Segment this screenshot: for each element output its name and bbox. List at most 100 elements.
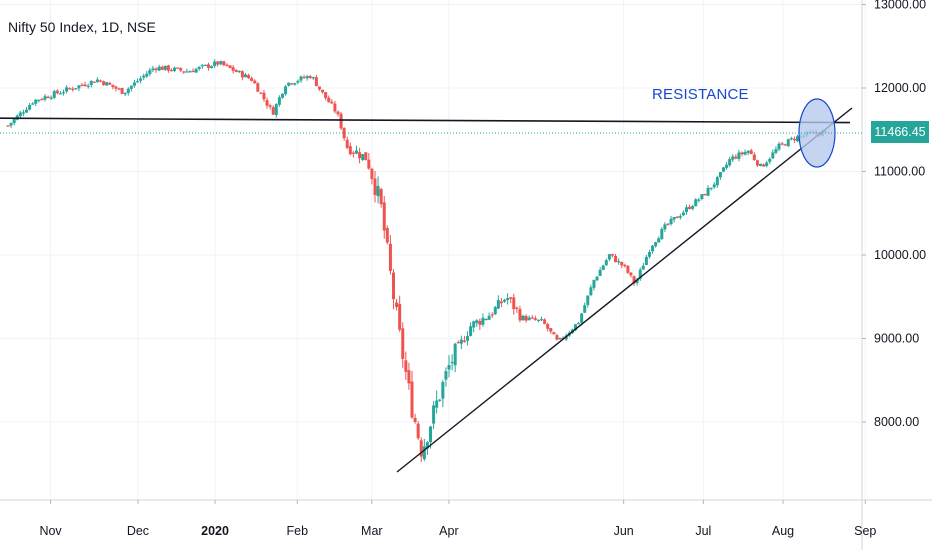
candle-body [358,152,362,159]
candle-body [734,156,738,159]
candle-body [222,61,226,66]
x-tick-label: Sep [854,524,876,538]
candle-body [129,85,133,89]
y-tick-label: 12000.00 [874,81,926,95]
candle-body [277,97,281,105]
candle-body [546,324,550,329]
candle-body [626,265,630,273]
candle-body [755,160,759,166]
candle-body [789,138,793,140]
y-tick-label: 13000.00 [874,0,926,12]
candle-body [280,93,284,98]
candle-body [284,86,288,95]
candle-body [592,279,596,288]
candle-body [607,254,611,260]
candle-body [709,187,713,189]
candle-body [641,265,645,270]
candle-body [447,364,451,370]
candle-body [509,297,513,299]
candle-body [629,272,633,276]
candle-body [31,103,35,105]
candle-body [558,337,562,340]
candle-body [154,68,158,70]
chart-title: Nifty 50 Index, 1D, NSE [8,19,156,35]
candle-body [752,154,756,160]
candle-body [583,305,587,313]
candle-body [9,122,13,126]
candle-body [99,80,103,82]
candle-body [666,223,670,225]
candle-body [37,99,41,101]
candle-body [737,152,741,160]
candle-body [74,88,78,90]
candle-body [327,97,331,103]
candle-body [435,400,439,408]
candle-body [311,77,315,79]
candle-body [237,70,241,73]
candle-body [234,70,238,72]
candle-body [21,112,25,114]
candle-body [425,442,429,449]
x-tick-label: 2020 [201,524,229,538]
candle-body [114,86,118,89]
candle-body [796,136,800,142]
candle-body [68,88,72,90]
candle-body [126,88,130,93]
candle-body [694,199,698,207]
candle-body [194,68,198,73]
candle-body [83,84,87,87]
candle-body [555,335,559,340]
candle-body [416,423,420,439]
candle-body [111,84,115,88]
candle-body [293,83,297,85]
candle-body [123,92,127,95]
candle-body [413,417,417,423]
x-tick-label: Apr [439,524,458,538]
x-tick-label: Aug [772,524,794,538]
candle-body [651,245,655,252]
candle-body [398,303,402,330]
support-trendline [396,107,853,473]
candle-body [191,70,195,73]
candle-body [240,71,244,78]
last-price-label: 11466.45 [871,121,929,143]
candle-body [614,255,618,263]
candle-body [250,78,254,81]
candle-body [552,332,556,335]
candle-body [450,362,454,364]
candle-body [265,100,269,106]
candle-body [376,185,380,197]
candle-body [469,326,473,336]
candle-body [351,152,355,154]
candle-body [228,65,232,68]
candle-body [102,81,106,85]
candle-body [731,156,735,160]
candle-body [231,67,235,71]
candle-body [746,150,750,153]
candle-body [333,103,337,112]
candle-body [493,307,497,315]
candle-body [675,216,679,219]
candle-body [783,144,787,146]
candle-body [595,276,599,281]
candle-body [487,315,491,320]
candle-body [330,101,334,104]
x-tick-label: Jul [695,524,711,538]
candle-body [601,265,605,270]
candle-body [703,194,707,196]
candle-body [549,328,553,332]
candle-body [268,105,272,107]
candle-body [203,64,207,66]
candle-body [262,92,266,100]
candle-body [533,318,537,320]
candle-body [466,336,470,341]
candle-body [743,152,747,155]
candle-body [259,92,263,94]
candle-body [58,93,62,95]
x-tick-label: Jun [614,524,634,538]
candle-body [290,83,294,85]
candle-body [296,80,300,83]
candle-body [762,164,766,167]
candle-body [163,65,167,70]
